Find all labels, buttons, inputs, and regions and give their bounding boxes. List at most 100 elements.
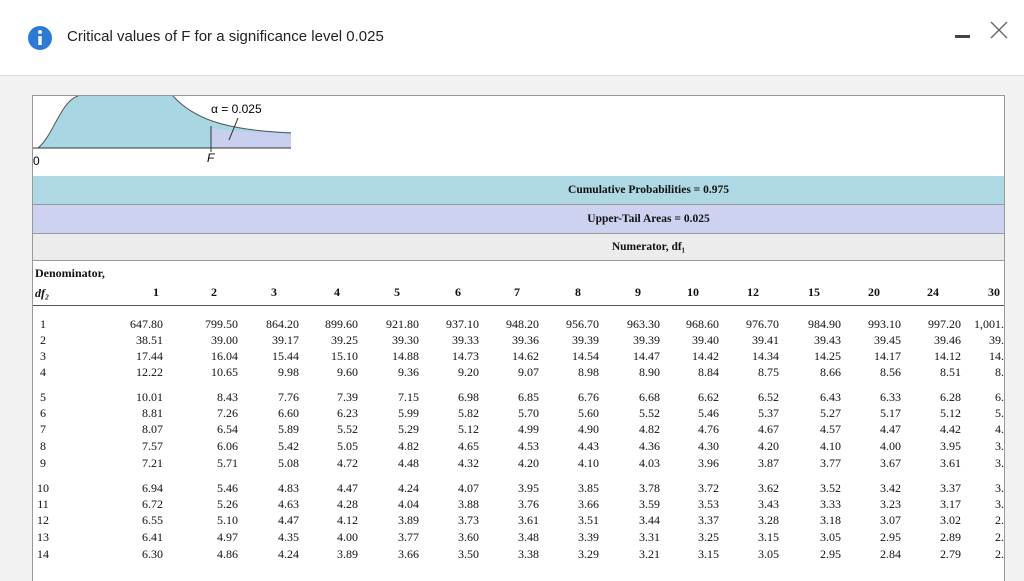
cell-value: 4.63: [278, 497, 299, 511]
cell-value: 16.04: [211, 349, 238, 363]
cell-value: 3.61: [518, 513, 539, 527]
cell-value: 10.01: [136, 390, 163, 404]
cell-value: 5.52: [639, 406, 660, 420]
cell-value: 3.18: [820, 513, 841, 527]
dialog-header: Critical values of F for a significance …: [0, 0, 1024, 76]
cell-value: 3.17: [940, 497, 961, 511]
cell-value: 956.70: [566, 317, 599, 331]
cell-value: 3.28: [758, 513, 779, 527]
cell-value: 39.41: [752, 333, 779, 347]
cell-value: 4.47: [278, 513, 299, 527]
cell-value: 8.51: [940, 365, 961, 379]
row-label: 11: [37, 497, 49, 511]
origin-label: 0: [33, 154, 40, 168]
cell-value: 647.80: [130, 317, 163, 331]
cell-value: 39.46: [934, 333, 961, 347]
cell-value: 3.15: [758, 530, 779, 544]
cell-value: 15.44: [272, 349, 299, 363]
column-header: 30: [988, 285, 1000, 299]
cell-value: 4.65: [458, 439, 479, 453]
row-label: 3: [40, 349, 46, 363]
window-controls: [955, 21, 1008, 39]
cell-value: 4.72: [337, 456, 358, 470]
cell-value: 9.36: [398, 365, 419, 379]
cell-value: 3.96: [698, 456, 719, 470]
cell-value: 5.05: [337, 439, 358, 453]
column-header: 15: [808, 285, 820, 299]
cell-value: 8.66: [820, 365, 841, 379]
alpha-label: α = 0.025: [211, 102, 262, 116]
cell-value: 3.05: [820, 530, 841, 544]
cell-value: 3.67: [880, 456, 901, 470]
cell-value: 4.30: [698, 439, 719, 453]
cell-value: 4.20: [518, 456, 539, 470]
cell-value: 3.52: [820, 481, 841, 495]
cell-value: 5.37: [758, 406, 779, 420]
cell-value: 4.: [995, 422, 1004, 436]
cell-value: 7.57: [142, 439, 163, 453]
cell-value: 993.10: [868, 317, 901, 331]
cell-value: 9.07: [518, 365, 539, 379]
cell-value: 14.73: [452, 349, 479, 363]
row-label: 10: [37, 481, 49, 495]
cell-value: 3.44: [639, 513, 660, 527]
column-header: 24: [927, 285, 939, 299]
cell-value: 6.55: [142, 513, 163, 527]
cell-value: 3.31: [639, 530, 660, 544]
cell-value: 9.98: [278, 365, 299, 379]
cell-value: 3.15: [698, 547, 719, 561]
info-icon: [28, 26, 52, 50]
cell-value: 39.17: [272, 333, 299, 347]
cell-value: 2.: [995, 513, 1004, 527]
cell-value: 4.24: [398, 481, 419, 495]
cell-value: 5.42: [278, 439, 299, 453]
cell-value: 14.17: [874, 349, 901, 363]
cell-value: 4.82: [398, 439, 419, 453]
cell-value: 3.85: [578, 481, 599, 495]
column-header: 4: [334, 285, 340, 299]
column-header: 12: [747, 285, 759, 299]
close-button[interactable]: [990, 21, 1008, 39]
upper-tail-band: Upper-Tail Areas = 0.025: [33, 204, 1004, 234]
cell-value: 4.99: [518, 422, 539, 436]
cell-value: 6.68: [639, 390, 660, 404]
row-label: 9: [40, 456, 46, 470]
cell-value: 39.30: [392, 333, 419, 347]
cell-value: 2.89: [940, 530, 961, 544]
cell-value: 3.33: [820, 497, 841, 511]
cell-value: 5.08: [278, 456, 299, 470]
cell-value: 4.00: [337, 530, 358, 544]
cell-value: 8.90: [639, 365, 660, 379]
minimize-button[interactable]: [955, 35, 970, 38]
cell-value: 9.20: [458, 365, 479, 379]
cell-value: 899.60: [325, 317, 358, 331]
cell-value: 5.89: [278, 422, 299, 436]
cell-value: 3.66: [578, 497, 599, 511]
cell-value: 5.52: [337, 422, 358, 436]
cell-value: 3.23: [880, 497, 901, 511]
row-label: 12: [37, 513, 49, 527]
cell-value: 6.52: [758, 390, 779, 404]
cell-value: 6.94: [142, 481, 163, 495]
row-label: 2: [40, 333, 46, 347]
row-label: 8: [40, 439, 46, 453]
cell-value: 39.39: [633, 333, 660, 347]
cell-value: 14.34: [752, 349, 779, 363]
cell-value: 4.86: [217, 547, 238, 561]
cell-value: 6.85: [518, 390, 539, 404]
cell-value: 3.61: [940, 456, 961, 470]
cell-value: 10.65: [211, 365, 238, 379]
cell-value: 39.40: [692, 333, 719, 347]
row-label: 1: [40, 317, 46, 331]
cell-value: 968.60: [686, 317, 719, 331]
cell-value: 5.17: [880, 406, 901, 420]
cell-value: 8.43: [217, 390, 238, 404]
cell-value: 3.95: [518, 481, 539, 495]
column-header: 10: [687, 285, 699, 299]
cell-value: 5.46: [698, 406, 719, 420]
cell-value: 14.25: [814, 349, 841, 363]
cell-value: 5.12: [458, 422, 479, 436]
cell-value: 3.37: [698, 513, 719, 527]
cell-value: 3.51: [578, 513, 599, 527]
cell-value: 38.51: [136, 333, 163, 347]
